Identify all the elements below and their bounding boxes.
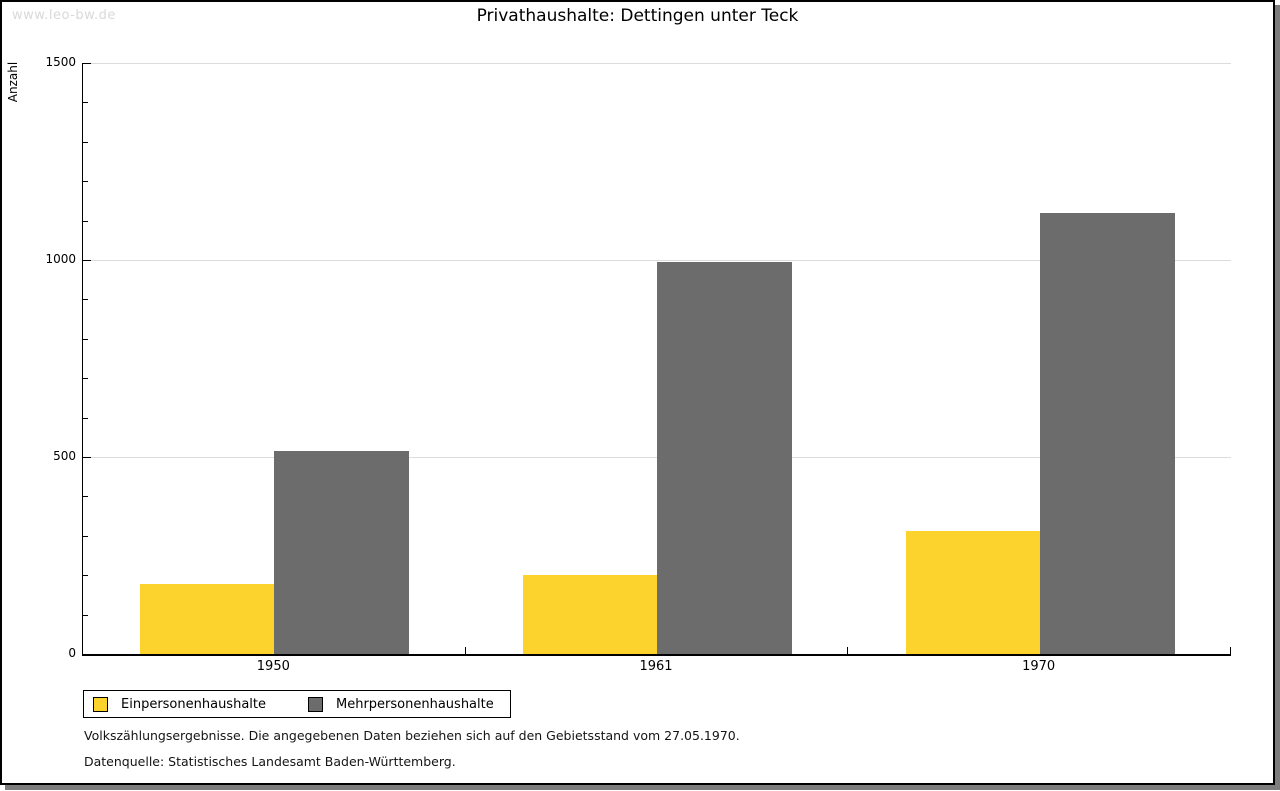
legend-swatch-icon bbox=[308, 696, 323, 712]
xtick-boundary-1 bbox=[464, 647, 466, 654]
minor-ytick-900 bbox=[83, 299, 88, 301]
minor-ytick-600 bbox=[83, 417, 88, 419]
minor-ytick-300 bbox=[83, 535, 88, 537]
footnote-line-1: Volkszählungsergebnisse. Die angegebenen… bbox=[84, 728, 740, 743]
watermark: www.leo-bw.de bbox=[12, 8, 116, 23]
minor-ytick-1200 bbox=[83, 181, 88, 183]
legend-item-Einpersonenhaushalte: Einpersonenhaushalte bbox=[93, 696, 266, 712]
bar-1950-Mehrpersonenhaushalte bbox=[274, 451, 410, 654]
xtick-boundary-2 bbox=[847, 647, 849, 654]
footnote-line-2: Datenquelle: Statistisches Landesamt Bad… bbox=[84, 754, 456, 769]
legend-item-Mehrpersonenhaushalte: Mehrpersonenhaushalte bbox=[308, 696, 494, 712]
y-axis-label: Anzahl bbox=[6, 61, 20, 103]
chart-title: Privathaushalte: Dettingen unter Teck bbox=[476, 6, 799, 26]
minor-ytick-200 bbox=[83, 575, 88, 577]
minor-ytick-100 bbox=[83, 614, 88, 616]
gridline-1500 bbox=[83, 63, 1231, 64]
bar-1950-Einpersonenhaushalte bbox=[140, 584, 275, 654]
xcat-label-1961: 1961 bbox=[639, 659, 673, 674]
bar-1961-Einpersonenhaushalte bbox=[523, 575, 657, 654]
minor-ytick-1100 bbox=[83, 220, 88, 222]
minor-ytick-1300 bbox=[83, 141, 88, 143]
minor-ytick-1400 bbox=[83, 102, 88, 104]
plot-area bbox=[82, 63, 1231, 656]
bar-1970-Mehrpersonenhaushalte bbox=[1039, 213, 1175, 654]
minor-ytick-400 bbox=[83, 496, 88, 498]
legend-swatch-icon bbox=[93, 696, 108, 712]
major-ytick-1000 bbox=[83, 260, 91, 261]
minor-ytick-700 bbox=[83, 378, 88, 380]
ytick-label-1500: 1500 bbox=[45, 55, 76, 69]
bar-1970-Einpersonenhaushalte bbox=[905, 531, 1040, 654]
major-ytick-1500 bbox=[83, 63, 91, 64]
bar-1961-Mehrpersonenhaushalte bbox=[657, 262, 792, 654]
ytick-label-500: 500 bbox=[53, 449, 76, 463]
xtick-boundary-3 bbox=[1230, 647, 1231, 654]
xcat-label-1970: 1970 bbox=[1022, 659, 1056, 674]
legend-label: Einpersonenhaushalte bbox=[121, 696, 266, 712]
legend: Einpersonenhaushalte Mehrpersonenhaushalt… bbox=[83, 690, 511, 718]
minor-ytick-800 bbox=[83, 338, 88, 340]
gridline-1000 bbox=[83, 260, 1231, 261]
legend-label: Mehrpersonenhaushalte bbox=[336, 696, 494, 712]
ytick-label-0: 0 bbox=[68, 646, 76, 660]
major-ytick-500 bbox=[83, 457, 91, 458]
xcat-label-1950: 1950 bbox=[256, 659, 290, 674]
ytick-label-1000: 1000 bbox=[45, 252, 76, 266]
